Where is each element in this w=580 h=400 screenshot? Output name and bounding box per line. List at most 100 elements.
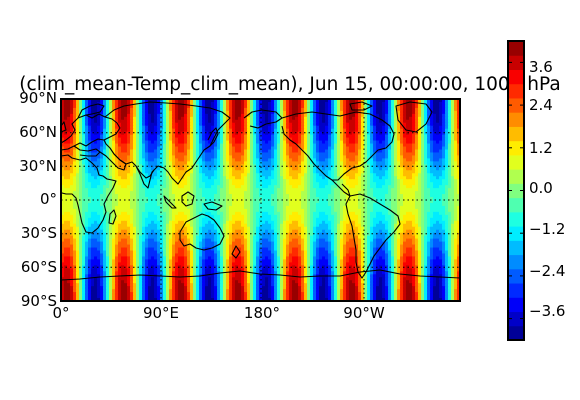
field-cell [214,155,218,160]
field-cell [379,146,383,151]
field-cell [139,137,143,142]
field-cell [334,131,338,136]
field-cell [130,161,134,165]
field-cell [337,131,341,136]
field-cell [121,140,125,145]
field-cell [154,158,158,162]
field-cell [331,161,335,165]
field-cell [289,104,293,109]
field-cell [337,167,341,171]
field-cell [406,122,410,127]
field-cell [346,99,350,103]
field-cell [202,152,206,157]
field-cell [76,113,80,118]
field-cell [142,146,146,151]
field-cell [355,155,359,160]
field-cell [91,170,95,174]
field-cell [223,119,227,124]
field-cell [361,158,365,162]
field-cell [226,122,230,127]
field-cell [100,152,104,157]
field-cell [172,140,176,145]
field-cell [223,101,227,106]
field-cell [160,131,164,136]
field-cell [232,116,236,121]
field-cell [406,110,410,115]
field-cell [259,167,263,171]
field-cell [109,149,113,154]
field-cell [253,140,257,145]
field-cell [310,155,314,160]
field-cell [208,107,212,112]
field-cell [427,161,431,165]
field-cell [274,143,278,148]
field-cell [433,161,437,165]
field-cell [310,149,314,154]
field-cell [433,140,437,145]
field-cell [415,143,419,148]
field-cell [181,158,185,162]
field-cell [268,167,272,171]
field-cell [166,164,170,168]
field-cell [370,110,374,115]
field-cell [181,116,185,121]
field-cell [79,104,83,109]
field-cell [457,99,460,103]
field-cell [226,128,230,133]
field-cell [256,122,260,127]
field-cell [64,137,68,142]
field-cell [100,125,104,130]
field-cell [340,99,344,103]
field-cell [451,143,455,148]
field-cell [364,143,368,148]
field-cell [283,131,287,136]
field-cell [304,155,308,160]
field-cell [154,143,158,148]
field-cell [274,146,278,151]
field-cell [136,116,140,121]
field-cell [229,155,233,160]
field-cell [310,110,314,115]
field-cell [190,116,194,121]
field-cell [292,155,296,160]
field-cell [445,113,449,118]
field-cell [349,137,353,142]
field-cell [253,161,257,165]
field-cell [193,113,197,118]
field-cell [307,128,311,133]
field-cell [442,158,446,162]
field-cell [160,119,164,124]
field-cell [331,146,335,151]
field-cell [397,158,401,162]
field-cell [217,149,221,154]
field-cell [136,155,140,160]
field-cell [187,101,191,106]
field-cell [433,158,437,162]
field-cell [61,104,65,109]
field-cell [451,116,455,121]
field-cell [67,113,71,118]
field-cell [334,107,338,112]
field-cell [217,99,221,103]
field-cell [373,113,377,118]
field-cell [241,131,245,136]
field-cell [280,101,284,106]
field-cell [187,107,191,112]
field-cell [61,146,65,151]
field-cell [325,143,329,148]
field-cell [289,167,293,171]
field-cell [127,137,131,142]
field-cell [388,158,392,162]
field-cell [202,134,206,139]
field-cell [400,116,404,121]
field-cell [100,110,104,115]
field-cell [307,149,311,154]
field-cell [322,110,326,115]
field-cell [391,101,395,106]
field-cell [220,143,224,148]
field-cell [115,170,119,174]
field-cell [298,167,302,171]
field-cell [250,170,254,174]
field-cell [175,128,179,133]
field-cell [259,149,263,154]
